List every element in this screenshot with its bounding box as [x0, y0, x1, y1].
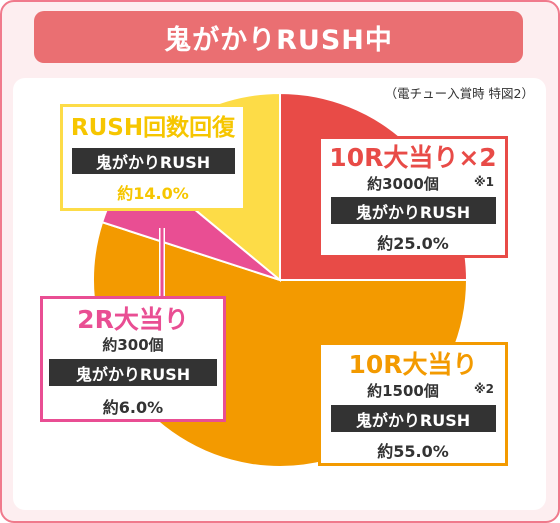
slice-percent: 約14.0% [117, 184, 189, 203]
slice-label: 2R大当り [77, 305, 189, 334]
slice-percent: 約6.0% [102, 398, 164, 417]
slice-payout: 約1500個 [367, 382, 439, 400]
slice-payout: 約300個 [102, 336, 164, 354]
note-mark-2: ※2 [474, 382, 495, 396]
slice-label: 10R大当り×2 [329, 143, 497, 172]
result-bar: 鬼がかりRUSH [330, 405, 496, 432]
slice-payout: 約3000個 [367, 175, 439, 193]
label-box-10r-x2: 10R大当り×2 約3000個 鬼がかりRUSH 約25.0% [318, 136, 508, 258]
label-box-2r: 2R大当り 約300個 鬼がかりRUSH 約6.0% [40, 296, 226, 422]
result-bar: 鬼がかりRUSH [71, 148, 235, 174]
page-title: 鬼がかりRUSH中 [34, 11, 523, 63]
note-mark-1: ※1 [474, 175, 495, 189]
result-bar: 鬼がかりRUSH [49, 359, 217, 386]
slice-label: RUSH回数回復 [70, 115, 236, 141]
slice-percent: 約25.0% [377, 234, 449, 253]
label-box-10r: 10R大当り 約1500個 鬼がかりRUSH 約55.0% [318, 342, 508, 466]
footnote: （電チュー入賞時 特図2） [384, 86, 534, 101]
result-bar: 鬼がかりRUSH [330, 197, 496, 224]
label-box-rush-recovery: RUSH回数回復 鬼がかりRUSH 約14.0% [60, 104, 246, 211]
slice-percent: 約55.0% [377, 442, 449, 461]
slice-label: 10R大当り [348, 350, 478, 379]
